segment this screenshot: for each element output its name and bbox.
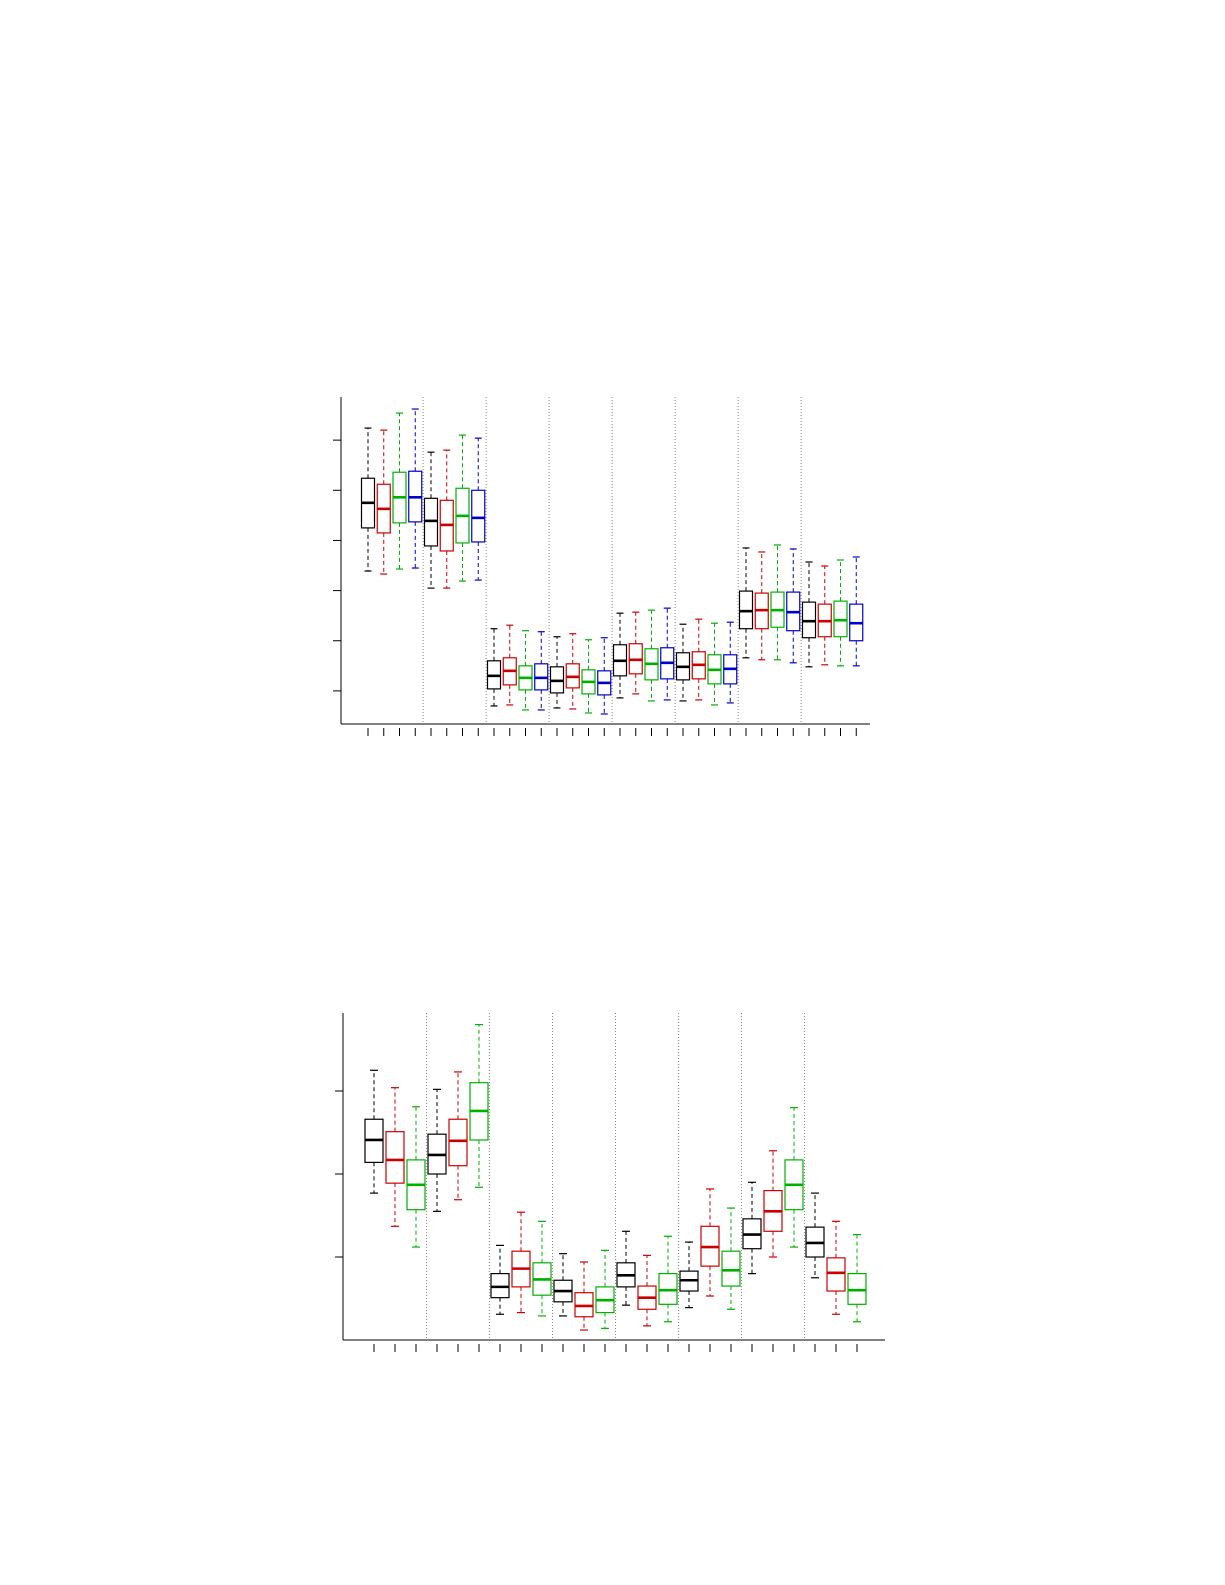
box [471, 489, 486, 543]
box [448, 1118, 468, 1167]
box [826, 1257, 846, 1292]
box [385, 1131, 405, 1184]
box [721, 1250, 741, 1287]
